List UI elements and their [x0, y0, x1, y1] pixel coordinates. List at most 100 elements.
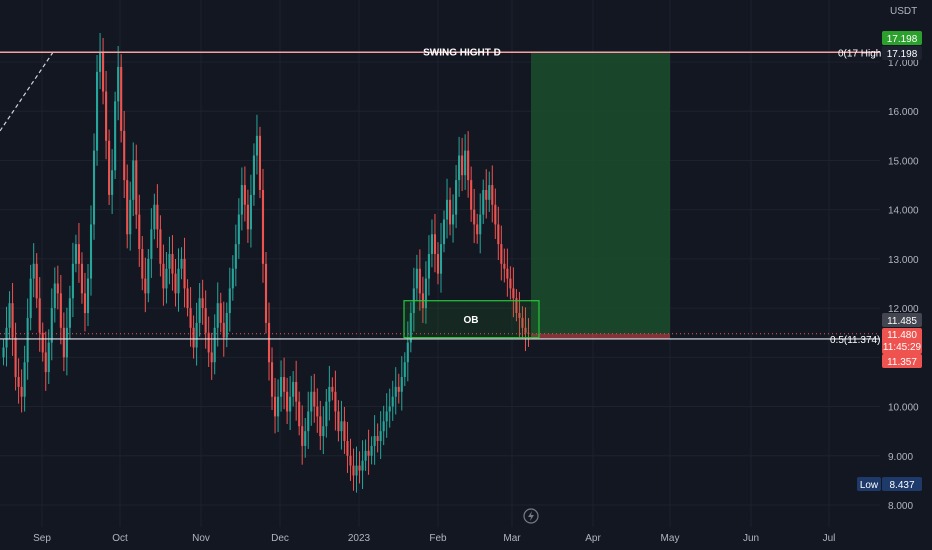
- candle-body: [394, 386, 397, 397]
- candle-body: [108, 140, 111, 195]
- candle-body: [92, 150, 96, 225]
- x-tick-label: Sep: [33, 533, 51, 544]
- x-tick-label: Apr: [585, 533, 601, 544]
- candle-body: [246, 204, 249, 230]
- candle-body: [65, 327, 68, 358]
- x-tick-label: Dec: [271, 533, 289, 544]
- candle-body: [147, 258, 150, 294]
- candle-body: [192, 327, 195, 348]
- x-tick-label: Jun: [743, 533, 759, 544]
- candle-body: [5, 327, 8, 348]
- candle-body: [427, 253, 430, 279]
- candle-body: [228, 288, 231, 314]
- tag-top-dark-bg: [882, 46, 922, 60]
- candle-body: [316, 406, 319, 417]
- candle-body: [400, 377, 403, 392]
- candle-body: [461, 155, 464, 176]
- tag-top-green: 17.198: [887, 34, 918, 45]
- candle-body: [135, 160, 138, 215]
- candle-body: [210, 352, 213, 363]
- candle-body: [433, 234, 437, 254]
- order-block-label: OB: [464, 315, 479, 326]
- candle-body: [243, 185, 246, 205]
- y-tick-label: 12.000: [888, 304, 919, 315]
- drawing-overlays[interactable]: SWING HIGHT D 0(17 High 0.5(11.374) OB: [0, 47, 881, 346]
- candle-body: [159, 229, 162, 264]
- candle-body: [89, 224, 93, 279]
- candle-body: [337, 411, 340, 432]
- candle-body: [289, 396, 292, 412]
- low-value-bg: [882, 477, 922, 491]
- candle-body: [524, 327, 527, 333]
- candle-body: [102, 52, 105, 92]
- candle-body: [388, 406, 391, 412]
- candle-body: [424, 278, 427, 309]
- candle-body: [298, 401, 301, 427]
- tag-last-gray-bg: [882, 313, 922, 327]
- candle-body: [273, 396, 277, 417]
- candle-body: [343, 421, 346, 442]
- candle-body: [267, 322, 271, 363]
- candle-body: [53, 283, 56, 309]
- candle-body: [385, 411, 388, 422]
- candle-body: [521, 317, 524, 328]
- target-zone[interactable]: [531, 52, 670, 339]
- candle-body: [198, 298, 201, 323]
- candle-body: [144, 278, 147, 294]
- candle-body: [494, 204, 497, 225]
- candle-body: [117, 66, 120, 102]
- candle-body: [418, 268, 421, 294]
- candle-body: [156, 204, 159, 230]
- candle-body: [313, 391, 316, 407]
- candle-body: [515, 298, 518, 314]
- x-tick-label: Feb: [429, 533, 447, 544]
- candle-body: [174, 273, 177, 294]
- candle-body: [26, 317, 29, 363]
- candle-body: [331, 386, 334, 392]
- candle-body: [295, 381, 298, 402]
- candle-body: [270, 362, 274, 397]
- candle-body: [397, 386, 400, 392]
- candle-body: [222, 322, 225, 338]
- candle-body: [379, 431, 382, 442]
- candle-body: [8, 303, 11, 328]
- candle-body: [409, 313, 412, 343]
- candle-body: [180, 258, 183, 269]
- candle-body: [301, 426, 304, 446]
- x-tick-label: 2023: [348, 533, 371, 544]
- candle-body: [500, 244, 503, 264]
- candle-body: [307, 411, 310, 432]
- candle-body: [71, 263, 74, 299]
- candle-body: [280, 377, 283, 397]
- candle-body: [509, 278, 512, 289]
- candle-body: [430, 234, 433, 254]
- candle-body: [114, 101, 117, 171]
- candle-body: [240, 185, 243, 215]
- time-axis[interactable]: Sep Oct Nov Dec 2023 Feb Mar Apr May Jun Jul: [33, 533, 835, 544]
- replay-icon[interactable]: [523, 508, 539, 524]
- candle-body: [32, 263, 35, 279]
- candle-body: [286, 391, 289, 412]
- candle-body: [132, 160, 135, 200]
- candle-body: [325, 401, 328, 427]
- candle-body: [83, 293, 87, 314]
- tag-last-gray: 11.485: [887, 316, 917, 327]
- y-tick-label: 15.000: [888, 156, 919, 167]
- candle-body: [391, 396, 394, 407]
- candle-body: [14, 337, 17, 378]
- candle-body: [38, 298, 41, 333]
- y-tick-label: 16.000: [888, 107, 919, 118]
- candle-body: [17, 377, 20, 387]
- candle-body: [153, 204, 156, 230]
- candle-body: [80, 263, 84, 294]
- candle-body: [123, 130, 126, 181]
- candle-body: [59, 293, 62, 328]
- y-tick-label: 8.000: [888, 501, 913, 512]
- fib-half-label: 0.5(11.374): [830, 335, 880, 346]
- candle-body: [310, 391, 313, 412]
- candle-body: [439, 244, 443, 274]
- candle-body: [264, 263, 268, 323]
- price-axis[interactable]: USDT 17.000 16.000 15.000 14.000 13.000 12.00…: [888, 6, 919, 512]
- candle-body: [105, 91, 108, 141]
